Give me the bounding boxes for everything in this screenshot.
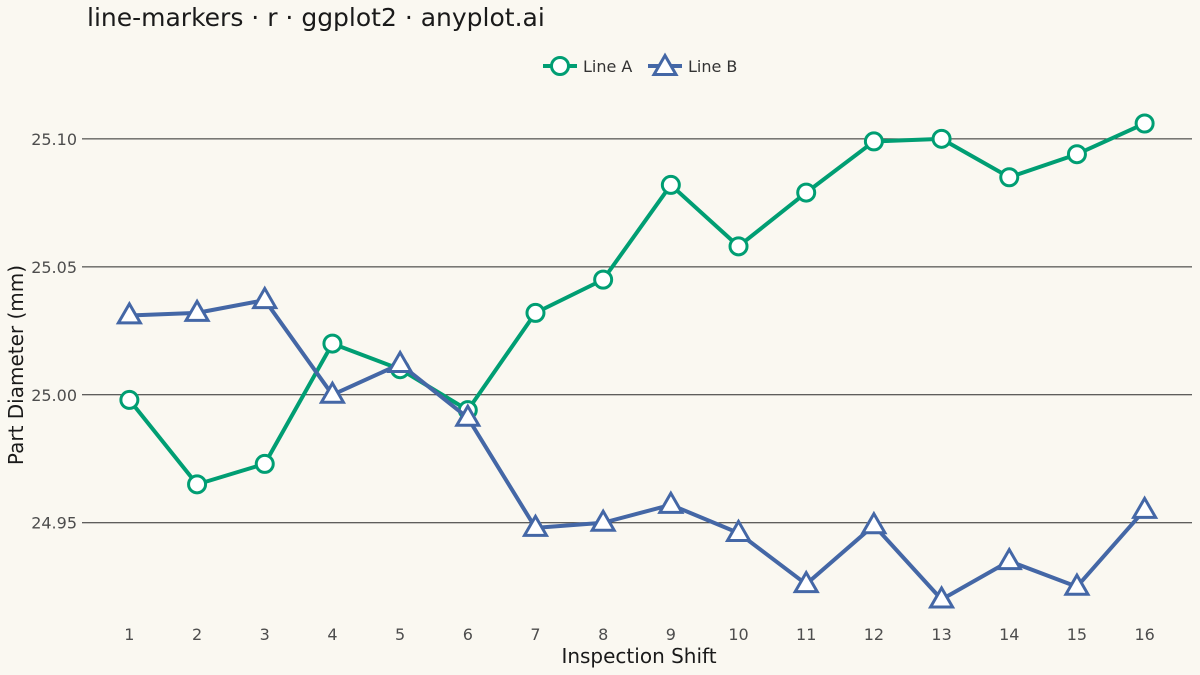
x-tick-label: 13 bbox=[931, 625, 951, 644]
data-point-triangle bbox=[1063, 572, 1091, 596]
series-line-b bbox=[115, 285, 1159, 609]
chart-title: line-markers · r · ggplot2 · anyplot.ai bbox=[87, 3, 545, 32]
data-point-circle bbox=[525, 302, 546, 323]
data-point-triangle bbox=[927, 584, 956, 609]
y-tick-label: 25.05 bbox=[31, 258, 77, 277]
x-axis-title: Inspection Shift bbox=[561, 644, 716, 668]
data-point-circle bbox=[999, 167, 1020, 188]
data-point-circle bbox=[660, 174, 681, 195]
x-tick-label: 8 bbox=[598, 625, 608, 644]
data-point-circle bbox=[187, 474, 208, 495]
data-point-circle bbox=[931, 128, 952, 149]
y-axis-title: Part Diameter (mm) bbox=[4, 265, 28, 465]
x-tick-label: 5 bbox=[395, 625, 405, 644]
series-line bbox=[127, 298, 1147, 602]
legend-label: Line A bbox=[583, 57, 632, 76]
x-tick-label: 2 bbox=[192, 625, 202, 644]
data-point-circle bbox=[254, 453, 275, 474]
y-axis-ticks: 24.95 25.00 25.05 25.10 bbox=[31, 130, 77, 533]
x-tick-label: 6 bbox=[463, 625, 473, 644]
data-point-triangle bbox=[1131, 495, 1159, 519]
x-tick-label: 1 bbox=[124, 625, 134, 644]
legend: Line A Line B bbox=[543, 52, 737, 76]
data-point-circle bbox=[796, 182, 817, 203]
legend-label: Line B bbox=[688, 57, 737, 76]
data-point-triangle bbox=[318, 380, 347, 404]
series-line-a bbox=[119, 113, 1155, 495]
data-point-triangle bbox=[115, 300, 143, 325]
x-tick-label: 14 bbox=[999, 625, 1019, 644]
gridlines bbox=[82, 138, 1192, 524]
x-tick-label: 16 bbox=[1134, 625, 1154, 644]
data-point-triangle bbox=[657, 490, 685, 514]
legend-key-circle bbox=[550, 56, 570, 76]
data-point-circle bbox=[1066, 144, 1087, 165]
data-point-triangle bbox=[589, 508, 617, 532]
x-tick-label: 10 bbox=[728, 625, 748, 644]
data-point-circle bbox=[863, 131, 884, 152]
y-tick-label: 24.95 bbox=[31, 514, 77, 533]
y-tick-label: 25.00 bbox=[31, 386, 77, 405]
data-point-triangle bbox=[792, 569, 820, 594]
x-tick-label: 9 bbox=[666, 625, 676, 644]
data-point-triangle bbox=[251, 285, 279, 310]
x-axis-ticks: 1 2 3 4 5 6 7 8 9 10 11 12 13 14 15 16 bbox=[124, 625, 1155, 644]
data-point-triangle bbox=[995, 546, 1023, 571]
x-tick-label: 11 bbox=[796, 625, 816, 644]
data-point-triangle bbox=[521, 513, 550, 537]
data-point-circle bbox=[593, 269, 614, 290]
legend-key-triangle bbox=[651, 52, 679, 76]
data-point-circle bbox=[119, 389, 140, 410]
x-tick-label: 12 bbox=[864, 625, 884, 644]
legend-item: Line B bbox=[648, 52, 737, 76]
y-tick-label: 25.10 bbox=[31, 130, 77, 149]
data-point-triangle bbox=[454, 403, 482, 427]
data-point-triangle bbox=[386, 349, 414, 374]
data-point-triangle bbox=[183, 298, 211, 322]
data-point-circle bbox=[322, 333, 343, 354]
x-tick-label: 3 bbox=[260, 625, 270, 644]
x-tick-label: 4 bbox=[327, 625, 337, 644]
x-tick-label: 7 bbox=[530, 625, 540, 644]
data-point-triangle bbox=[724, 518, 753, 542]
data-point-circle bbox=[728, 236, 749, 257]
series-layer bbox=[115, 113, 1159, 609]
x-tick-label: 15 bbox=[1067, 625, 1087, 644]
data-point-triangle bbox=[860, 510, 888, 535]
data-point-circle bbox=[1134, 113, 1155, 134]
legend-item: Line A bbox=[543, 56, 632, 76]
series-line bbox=[127, 121, 1147, 487]
